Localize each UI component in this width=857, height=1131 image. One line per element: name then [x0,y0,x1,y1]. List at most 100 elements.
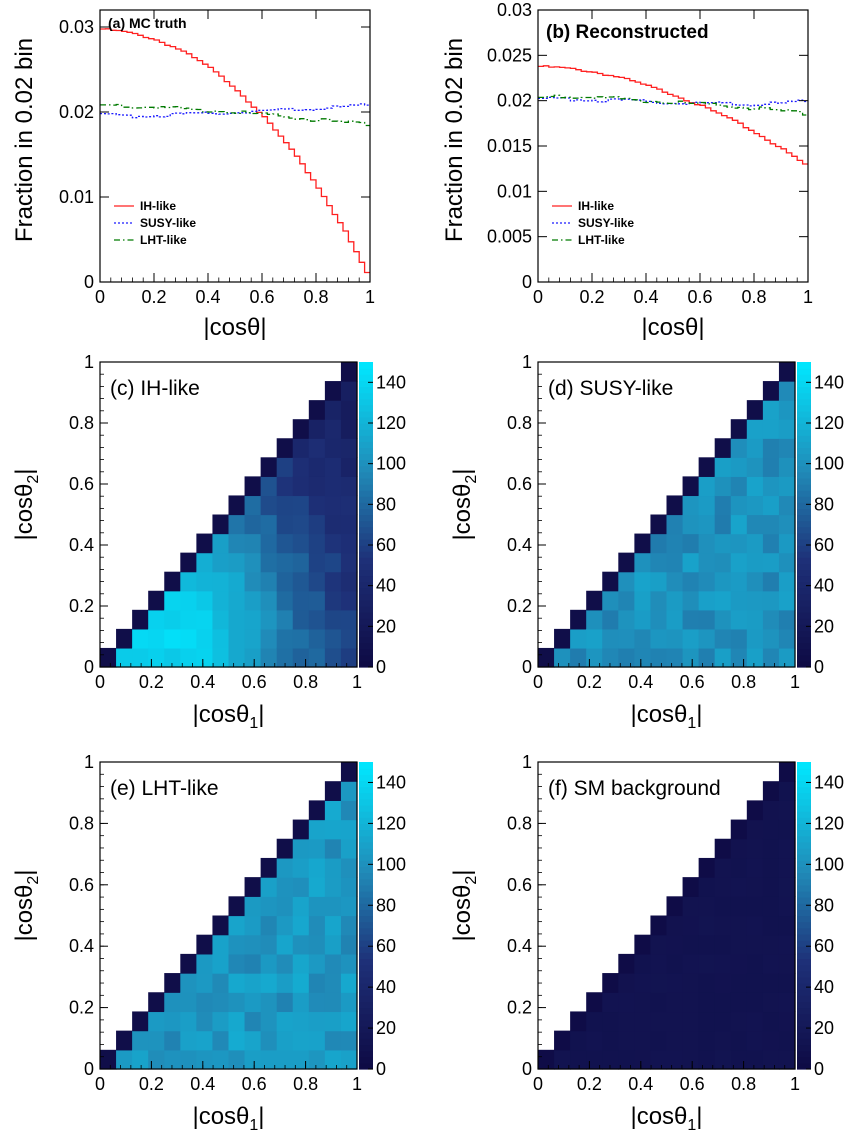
colorbar-segment [359,860,373,867]
heatmap-cell [762,934,780,955]
heatmap-cell [180,609,197,630]
heatmap-cell [586,590,603,611]
colorbar-segment [797,581,811,589]
colorbar-segment [797,526,811,534]
heatmap-cell [260,915,278,936]
heatmap-cell [308,438,326,458]
heatmap-cell [650,552,668,573]
colorbar-segment [797,976,811,984]
x-tick-label: 0.2 [139,672,164,692]
heatmap-cell [324,973,342,993]
heatmap-cell [244,934,262,955]
heatmap-cell [340,838,358,859]
heatmap-cell [292,609,310,630]
heatmap-cell [746,857,764,878]
heatmap-cell [778,877,796,897]
heatmap-cell [762,857,780,878]
heatmap-cell [714,896,732,917]
colorbar-segment [797,392,811,400]
colorbar-segment [797,878,811,886]
colorbar-tick-label: 60 [814,535,834,555]
heatmap-cell [714,915,732,936]
heatmap-cell [682,1049,700,1070]
series-line-susy-like [538,96,808,107]
heatmap-cell [650,1049,668,1070]
heatmap-cell [340,992,358,1013]
colorbar-segment [797,768,811,775]
heatmap-cell [228,1011,246,1032]
heatmap-cell [308,647,326,668]
colorbar-segment [359,416,373,424]
heatmap-cell [778,1011,796,1032]
colorbar-segment [359,1038,373,1046]
colorbar-tick-label: 20 [376,1018,396,1038]
heatmap-cell [340,647,358,668]
heatmap-cell [324,400,342,420]
x-tick-label: 0.2 [577,672,602,692]
colorbar-segment [797,447,811,455]
heatmap-cell [196,1011,214,1032]
colorbar-segment [359,903,373,910]
colorbar-tick-label: 0 [814,657,824,677]
heatmap-cell [746,934,764,955]
x-tick-label: 0.4 [628,672,653,692]
heatmap-cell [602,1030,619,1051]
heatmap-cell [308,495,326,516]
colorbar-segment [797,599,811,607]
colorbar-tick-label: 140 [376,772,406,792]
heatmap-cell [554,1049,571,1070]
heatmap-cell [180,571,197,592]
heatmap-cell [276,514,294,535]
heatmap-cell [180,973,197,993]
heatmap-cell [682,495,700,516]
colorbar-segment [797,484,811,491]
heatmap-cell [762,953,780,974]
heatmap-cell [666,552,684,573]
heatmap-cell [714,590,732,611]
heatmap-cell [292,419,310,439]
heatmap-cell [778,381,796,401]
heatmap-cell [778,457,796,477]
colorbar-segment [359,392,373,400]
heatmap-cell [340,533,358,554]
y-tick-label: 0.4 [507,535,532,555]
plot-frame [99,9,371,283]
heatmap-cell [730,857,748,878]
heatmap-cell [308,915,326,936]
heatmap-cell [308,514,326,535]
colorbar-segment [797,1007,811,1015]
heatmap-cell [762,628,780,649]
heatmap-cell [148,647,165,668]
x-tick-label: 0.8 [293,1074,318,1094]
colorbar-segment [359,989,373,996]
heatmap-cell [746,457,764,477]
x-tick-label: 0.2 [579,287,604,307]
heatmap-cell [666,571,684,592]
plot-a: 0 0.2 0.4 0.6 0.8 1 0 0.01 0.02 0.03 |cosθ| Fractio… [11,9,375,341]
colorbar-segment [797,829,811,837]
colorbar-segment [359,921,373,929]
colorbar-segment [797,927,811,935]
colorbar-segment [359,423,373,430]
colorbar-segment [359,453,373,461]
heatmap-cell [714,838,732,859]
heatmap-cell [132,1049,149,1070]
y-tick-label: 0.02 [497,91,532,111]
colorbar-segment [359,599,373,607]
y-tick-label: 0.6 [69,474,94,494]
heatmap-cell [260,457,278,477]
colorbar-segment [797,1038,811,1046]
colorbar-tick-label: 40 [814,576,834,596]
colorbar-segment [797,1001,811,1009]
colorbar-segment [797,368,811,375]
y-axis-label: |cosθ2| [11,468,42,540]
colorbar-segment [359,508,373,516]
heatmap-cell [148,1011,165,1032]
heatmap-cell [324,992,342,1013]
y-tick-label: 0.005 [487,227,532,247]
heatmap-cell [682,992,700,1013]
heatmap-cell [698,896,716,917]
heatmap-cell [762,552,780,573]
colorbar-segment [797,575,811,583]
